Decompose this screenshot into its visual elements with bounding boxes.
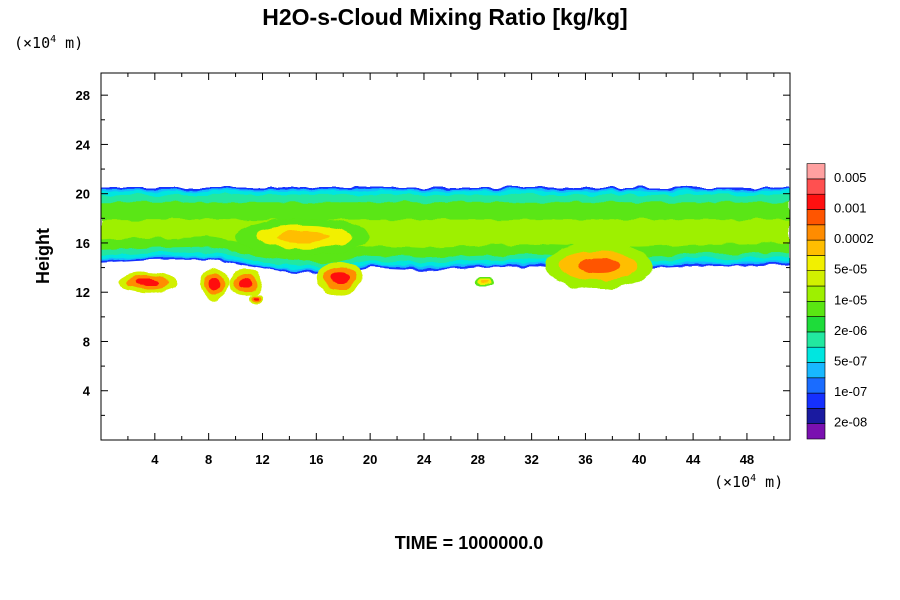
colorbar: 2e-08 1e-07 5e-07 2e-06 1e-05 5e-05 0.0002 0.00… xyxy=(806,163,874,440)
cloud-blob-5-core xyxy=(480,280,489,284)
y-axis-unit: (×104 m) xyxy=(14,34,83,52)
y-tick-labels: 4 8 12 16 20 24 28 xyxy=(76,88,91,399)
x-axis-unit: (×104 m) xyxy=(714,473,783,491)
colorbar-swatch xyxy=(806,408,826,424)
x-tick-label: 36 xyxy=(578,452,592,467)
colorbar-swatch xyxy=(806,163,826,180)
colorbar-swatch xyxy=(806,392,826,409)
colorbar-swatch xyxy=(806,346,826,363)
colorbar-swatch xyxy=(806,423,826,440)
colorbar-label: 1e-07 xyxy=(834,384,867,399)
colorbar-swatch xyxy=(806,331,826,348)
colorbar-swatch xyxy=(806,255,826,271)
colorbar-swatch xyxy=(806,270,826,287)
x-tick-label: 32 xyxy=(524,452,538,467)
colorbar-swatch xyxy=(806,362,826,379)
y-tick-label: 28 xyxy=(76,88,90,103)
y-axis-label: Height xyxy=(33,228,53,284)
y-tick-label: 16 xyxy=(76,236,90,251)
colorbar-swatch xyxy=(806,239,826,256)
cloud-blob-7-core xyxy=(275,230,330,243)
colorbar-label: 5e-07 xyxy=(834,354,867,369)
colorbar-label: 2e-08 xyxy=(834,415,867,430)
cloud-blob-3-core xyxy=(253,297,259,301)
colorbar-swatch xyxy=(806,285,826,302)
colorbar-label: 0.001 xyxy=(834,201,867,216)
x-tick-label: 4 xyxy=(151,452,159,467)
x-tick-label: 20 xyxy=(363,452,377,467)
x-tick-labels: 4 8 12 16 20 24 28 32 36 40 44 48 xyxy=(151,452,754,467)
colorbar-label: 0.0002 xyxy=(834,231,874,246)
x-tick-label: 16 xyxy=(309,452,323,467)
y-tick-label: 12 xyxy=(76,285,90,300)
x-tick-label: 24 xyxy=(417,452,432,467)
y-tick-label: 20 xyxy=(76,187,90,202)
x-tick-label: 8 xyxy=(205,452,212,467)
colorbar-swatch xyxy=(806,377,826,394)
y-tick-label: 4 xyxy=(83,384,91,399)
plot-frame xyxy=(100,72,791,441)
heatmap-field xyxy=(101,187,790,305)
cloud-blob-6-core xyxy=(577,258,621,274)
colorbar-label: 5e-05 xyxy=(834,262,867,277)
x-tick-label: 28 xyxy=(471,452,485,467)
cloud-blob-4-core xyxy=(330,272,350,284)
cloud-blob-0-core xyxy=(135,279,159,286)
colorbar-swatch xyxy=(806,193,826,210)
axis-ticks xyxy=(101,73,790,440)
colorbar-swatch xyxy=(806,316,826,333)
colorbar-swatch xyxy=(806,300,826,317)
y-tick-label: 8 xyxy=(83,334,90,349)
colorbar-label: 1e-05 xyxy=(834,292,867,307)
x-tick-label: 44 xyxy=(686,452,701,467)
x-tick-label: 40 xyxy=(632,452,646,467)
time-label: TIME = 1000000.0 xyxy=(395,533,544,553)
colorbar-swatch xyxy=(806,209,826,226)
cloud-blob-2-core xyxy=(238,278,253,287)
x-tick-label: 12 xyxy=(255,452,269,467)
chart-title: H2O-s-Cloud Mixing Ratio [kg/kg] xyxy=(262,4,627,30)
colorbar-label: 0.005 xyxy=(834,170,867,185)
y-tick-label: 24 xyxy=(76,137,91,152)
cloud-blob-1-core xyxy=(209,278,221,290)
colorbar-label: 2e-06 xyxy=(834,323,867,338)
x-tick-label: 48 xyxy=(740,452,754,467)
colorbar-swatch xyxy=(806,178,826,195)
colorbar-swatch xyxy=(806,224,826,241)
